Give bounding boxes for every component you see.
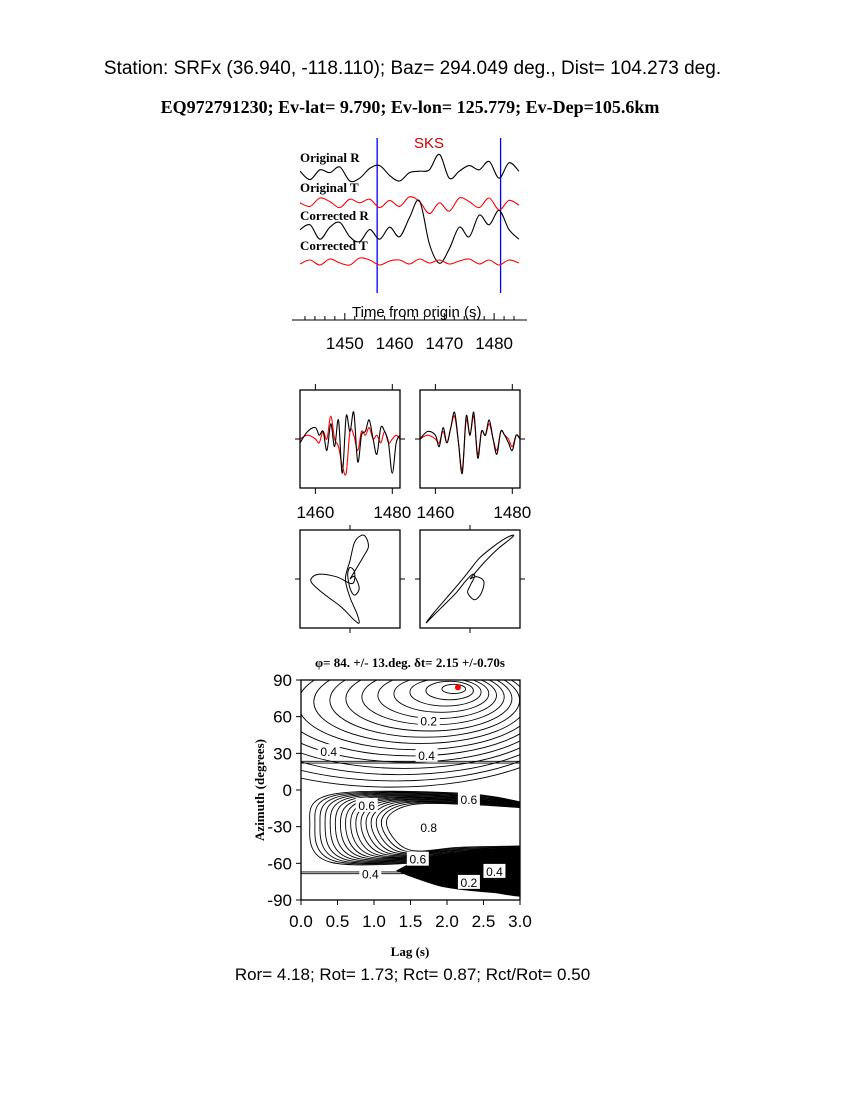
contour-line xyxy=(409,680,482,707)
contour-value-label: 0.6 xyxy=(409,853,426,867)
contour-label-bg xyxy=(417,819,440,834)
x-tick-label: 1480 xyxy=(493,503,531,522)
contour-label-bg xyxy=(417,713,440,728)
time-axis-title: Time from origin (s) xyxy=(352,304,481,321)
y-tick-label: -30 xyxy=(267,818,292,837)
contour-label-bg xyxy=(457,874,480,889)
particle-motion-original-panel xyxy=(295,525,405,633)
x-tick-label: 3.0 xyxy=(508,912,532,931)
y-tick-label: -90 xyxy=(267,891,292,910)
seismogram-panel: Original R Original T Corrected R Correc… xyxy=(292,135,527,353)
contour-line xyxy=(301,747,520,769)
particle-motion-path xyxy=(425,534,515,624)
waveform-radial xyxy=(419,411,521,475)
event-info-header: EQ972791230; Ev-lat= 9.790; Ev-lon= 125.… xyxy=(160,97,660,117)
trace-label-corrected-r: Corrected R xyxy=(300,208,369,223)
trace-label-corrected-t: Corrected T xyxy=(300,238,368,253)
waveform-radial xyxy=(299,411,401,474)
particle-motion-path xyxy=(310,534,369,624)
contour-label-bg xyxy=(406,851,429,866)
contour-line xyxy=(301,680,520,751)
contour-x-axis-title: Lag (s) xyxy=(391,944,430,959)
seismogram-trace xyxy=(299,199,520,264)
time-axis-tick-label: 1460 xyxy=(376,334,414,353)
contour-line xyxy=(301,731,520,757)
waveform-overlay-original-panel: 1460 1480 xyxy=(295,384,411,522)
x-tick-label: 1480 xyxy=(373,503,411,522)
contour-value-label: 0.4 xyxy=(486,865,503,879)
contour-value-label: 0.6 xyxy=(461,793,478,807)
misfit-contour-panel: φ= 84. +/- 13.deg. δt= 2.15 +/-0.70s 0.2… xyxy=(252,655,532,959)
contour-line xyxy=(301,760,520,782)
contour-line xyxy=(313,680,520,744)
x-tick-label: 0.5 xyxy=(326,912,350,931)
phase-label-sks: SKS xyxy=(414,135,444,152)
contour-value-label: 0.4 xyxy=(320,745,337,759)
contour-y-axis-title: Azimuth (degrees) xyxy=(252,739,267,841)
x-tick-label: 2.0 xyxy=(435,912,459,931)
ratio-summary: Ror= 4.18; Rot= 1.73; Rct= 0.87; Rct/Rot… xyxy=(234,965,591,984)
x-tick-label: 1.0 xyxy=(362,912,386,931)
best-fit-marker xyxy=(454,684,461,691)
contour-line xyxy=(380,802,520,853)
station-info-header: Station: SRFx (36.940, -118.110); Baz= 2… xyxy=(103,58,722,79)
contour-title: φ= 84. +/- 13.deg. δt= 2.15 +/-0.70s xyxy=(315,655,505,670)
seismogram-trace xyxy=(299,153,520,183)
contour-line xyxy=(301,767,520,788)
waveform-transverse xyxy=(299,415,401,476)
x-tick-label: 2.5 xyxy=(472,912,496,931)
contour-value-label: 0.4 xyxy=(362,867,379,881)
contour-line xyxy=(301,740,520,763)
contour-label-bg xyxy=(415,747,438,762)
contour-line xyxy=(301,754,520,776)
y-tick-label: -60 xyxy=(267,854,292,873)
contour-value-label: 0.4 xyxy=(418,749,435,763)
contour-line xyxy=(345,680,513,732)
x-tick-label: 0.0 xyxy=(289,912,313,931)
trace-label-original-r: Original R xyxy=(300,150,360,165)
contour-line xyxy=(393,680,490,713)
x-tick-label: 1460 xyxy=(416,503,454,522)
contour-line xyxy=(385,803,520,852)
contour-value-label: 0.8 xyxy=(420,821,437,835)
x-tick-label: 1.5 xyxy=(399,912,423,931)
y-tick-label: 0 xyxy=(283,781,292,800)
contour-line xyxy=(441,683,467,695)
contour-value-label: 0.6 xyxy=(358,799,375,813)
particle-motion-corrected-panel xyxy=(415,525,525,633)
waveform-overlay-corrected-panel: 1460 1480 xyxy=(415,384,531,522)
contour-label-bg xyxy=(359,866,382,881)
contour-line xyxy=(377,680,497,719)
x-tick-label: 1460 xyxy=(296,503,334,522)
contour-value-label: 0.2 xyxy=(420,715,437,729)
contour-label-bg xyxy=(483,863,506,878)
y-tick-label: 30 xyxy=(273,744,292,763)
contour-label-bg xyxy=(317,744,340,759)
contour-line xyxy=(425,680,474,701)
trace-label-original-t: Original T xyxy=(300,180,359,195)
time-axis-tick-label: 1470 xyxy=(425,334,463,353)
contour-value-label: 0.2 xyxy=(461,876,478,890)
contour-label-bg xyxy=(457,791,480,806)
contour-label-bg xyxy=(355,797,378,812)
time-axis-tick-label: 1480 xyxy=(475,334,513,353)
seismogram-trace xyxy=(299,257,520,266)
seismogram-trace xyxy=(299,196,520,215)
time-axis-tick-label: 1450 xyxy=(326,334,364,353)
waveform-transverse xyxy=(419,415,521,471)
y-tick-label: 60 xyxy=(273,708,292,727)
y-tick-label: 90 xyxy=(273,671,292,690)
